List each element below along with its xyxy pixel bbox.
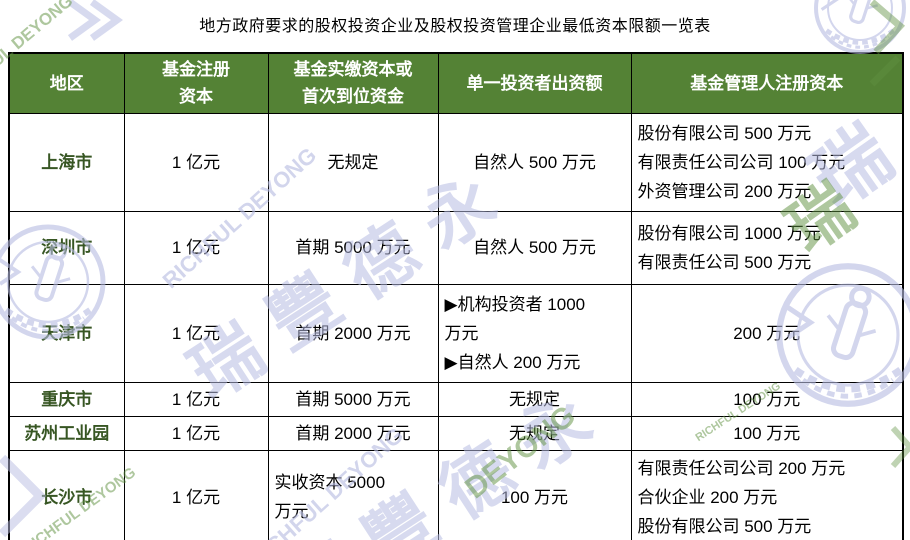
- paid-in-capital-cell: 实收资本 5000 万元: [267, 449, 439, 540]
- investor-contribution-cell: 无规定: [437, 415, 632, 451]
- investor-contribution-cell: 自然人 500 万元: [437, 210, 632, 285]
- manager-capital-cell: 有限责任公司公司 200 万元 合伙企业 200 万元 股份有限公司 500 万…: [630, 449, 904, 540]
- table-row: 深圳市 1 亿元 首期 5000 万元 自然人 500 万元 股份有限公司 10…: [8, 210, 904, 285]
- table-row: 长沙市 1 亿元 实收资本 5000 万元 100 万元 有限责任公司公司 20…: [8, 449, 904, 540]
- registered-capital-cell: 1 亿元: [123, 112, 269, 212]
- investor-contribution-cell: ▶机构投资者 1000 万元 ▶自然人 200 万元: [437, 283, 632, 383]
- paid-in-capital-cell: 首期 2000 万元: [267, 415, 439, 451]
- region-cell: 苏州工业园: [8, 415, 125, 451]
- manager-capital-cell: 股份有限公司 1000 万元 有限责任公司 500 万元: [630, 210, 904, 285]
- paid-in-capital-cell: 首期 5000 万元: [267, 381, 439, 417]
- header-row: 地区 基金注册 资本 基金实缴资本或 首次到位资金 单一投资者出资额 基金管理人…: [8, 52, 904, 114]
- registered-capital-cell: 1 亿元: [123, 415, 269, 451]
- investor-contribution-cell: 无规定: [437, 381, 632, 417]
- investor-contribution-cell: 自然人 500 万元: [437, 112, 632, 212]
- manager-capital-cell: 200 万元: [630, 283, 904, 383]
- paid-in-capital-cell: 首期 2000 万元: [267, 283, 439, 383]
- header-region: 地区: [8, 52, 125, 114]
- region-cell: 深圳市: [8, 210, 125, 285]
- region-cell: 天津市: [8, 283, 125, 383]
- capital-requirements-table: 地区 基金注册 资本 基金实缴资本或 首次到位资金 单一投资者出资额 基金管理人…: [8, 52, 904, 540]
- paid-in-capital-cell: 无规定: [267, 112, 439, 212]
- manager-capital-cell: 100 万元: [630, 381, 904, 417]
- paid-in-capital-cell: 首期 5000 万元: [267, 210, 439, 285]
- registered-capital-cell: 1 亿元: [123, 210, 269, 285]
- header-manager-capital: 基金管理人注册资本: [630, 52, 904, 114]
- manager-capital-cell: 100 万元: [630, 415, 904, 451]
- investor-contribution-cell: 100 万元: [437, 449, 632, 540]
- registered-capital-cell: 1 亿元: [123, 449, 269, 540]
- region-cell: 重庆市: [8, 381, 125, 417]
- header-paid-in-capital: 基金实缴资本或 首次到位资金: [267, 52, 439, 114]
- table-row: 上海市 1 亿元 无规定 自然人 500 万元 股份有限公司 500 万元 有限…: [8, 112, 904, 212]
- page-title: 地方政府要求的股权投资企业及股权投资管理企业最低资本限额一览表: [199, 18, 711, 35]
- registered-capital-cell: 1 亿元: [123, 381, 269, 417]
- registered-capital-cell: 1 亿元: [123, 283, 269, 383]
- table-row: 天津市 1 亿元 首期 2000 万元 ▶机构投资者 1000 万元 ▶自然人 …: [8, 283, 904, 383]
- manager-capital-cell: 股份有限公司 500 万元 有限责任公司公司 100 万元 外资管理公司 200…: [630, 112, 904, 212]
- region-cell: 长沙市: [8, 449, 125, 540]
- table-row: 苏州工业园 1 亿元 首期 2000 万元 无规定 100 万元: [8, 415, 904, 451]
- header-registered-capital: 基金注册 资本: [123, 52, 269, 114]
- region-cell: 上海市: [8, 112, 125, 212]
- table-row: 重庆市 1 亿元 首期 5000 万元 无规定 100 万元: [8, 381, 904, 417]
- header-investor-contribution: 单一投资者出资额: [437, 52, 632, 114]
